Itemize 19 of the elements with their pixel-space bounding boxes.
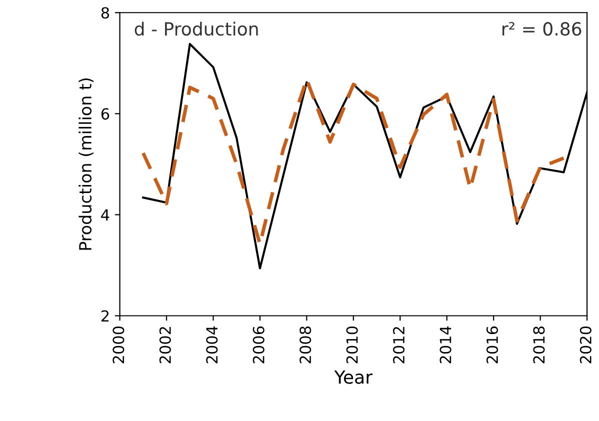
- x-tick-label: 2018: [533, 326, 545, 364]
- x-axis-title: Year: [334, 370, 373, 384]
- x-tick-label: 2014: [440, 326, 452, 364]
- y-tick-label: 4: [101, 209, 110, 221]
- x-tick-label: 2006: [252, 326, 264, 364]
- x-tick-label: 2012: [393, 327, 405, 364]
- y-tick-label: 6: [101, 108, 110, 120]
- y-tick-label: 2: [101, 310, 109, 322]
- y-axis-title: Production (million t): [78, 78, 94, 250]
- x-tick-label: 2002: [159, 327, 171, 364]
- x-tick-label: 2008: [300, 326, 312, 364]
- x-tick-label: 2000: [112, 326, 124, 364]
- y-tick-label: 8: [101, 7, 110, 19]
- chart-title: d - Production: [134, 22, 258, 36]
- x-tick-label: 2016: [486, 326, 498, 364]
- x-tick-label: 2010: [346, 326, 358, 364]
- annotation: r² = 0.86: [502, 22, 582, 36]
- x-tick-label: 2020: [580, 326, 592, 364]
- x-tick-label: 2004: [206, 326, 218, 364]
